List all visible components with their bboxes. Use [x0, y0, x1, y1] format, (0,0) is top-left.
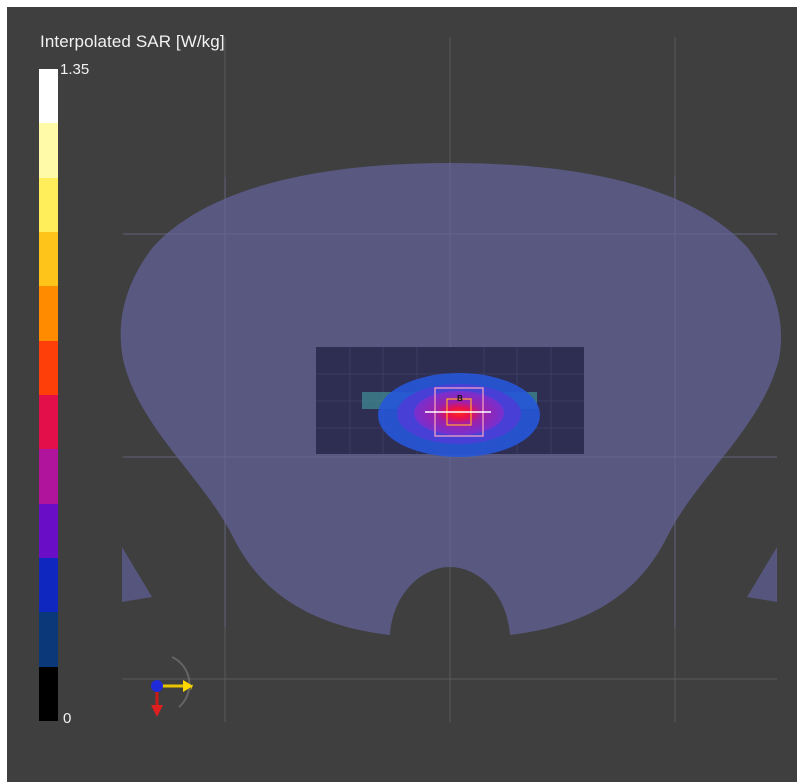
- colorbar-swatch: [39, 666, 58, 721]
- sar-contour-inner: [414, 391, 504, 435]
- colorbar-title: Interpolated SAR [W/kg]: [40, 32, 225, 51]
- colorbar-swatch: [39, 123, 58, 178]
- colorbar-swatch: [39, 394, 58, 450]
- right-fin: [747, 547, 777, 602]
- field-scene[interactable]: B y: [7, 7, 797, 782]
- colorbar-swatch: [39, 177, 58, 232]
- colorbar-swatch: [39, 503, 58, 558]
- colorbar-swatch: [39, 231, 58, 287]
- colorbar-swatch: [39, 340, 58, 395]
- z-axis-arrow-icon: [151, 705, 163, 717]
- axes-gizmo[interactable]: y: [151, 656, 193, 717]
- grid-overlay: [125, 163, 777, 627]
- 3d-viewport[interactable]: B y Interpolated SAR [W/kg] 1.35 0: [7, 7, 797, 782]
- x-axis-dot-icon: [151, 680, 163, 692]
- y-axis-arrow-icon: [183, 680, 193, 692]
- sensor-label: B: [457, 394, 463, 403]
- colorbar-swatch: [39, 612, 58, 667]
- colorbar-swatch: [39, 449, 58, 504]
- colorbar-swatch: [39, 286, 58, 341]
- y-axis-label: y: [190, 684, 193, 690]
- colorbar-swatch: [39, 69, 58, 124]
- left-fin: [122, 547, 152, 602]
- colorbar-min-label: 0: [63, 710, 72, 727]
- colorbar: [39, 69, 58, 721]
- colorbar-swatch: [39, 557, 58, 613]
- colorbar-max-label: 1.35: [60, 61, 90, 78]
